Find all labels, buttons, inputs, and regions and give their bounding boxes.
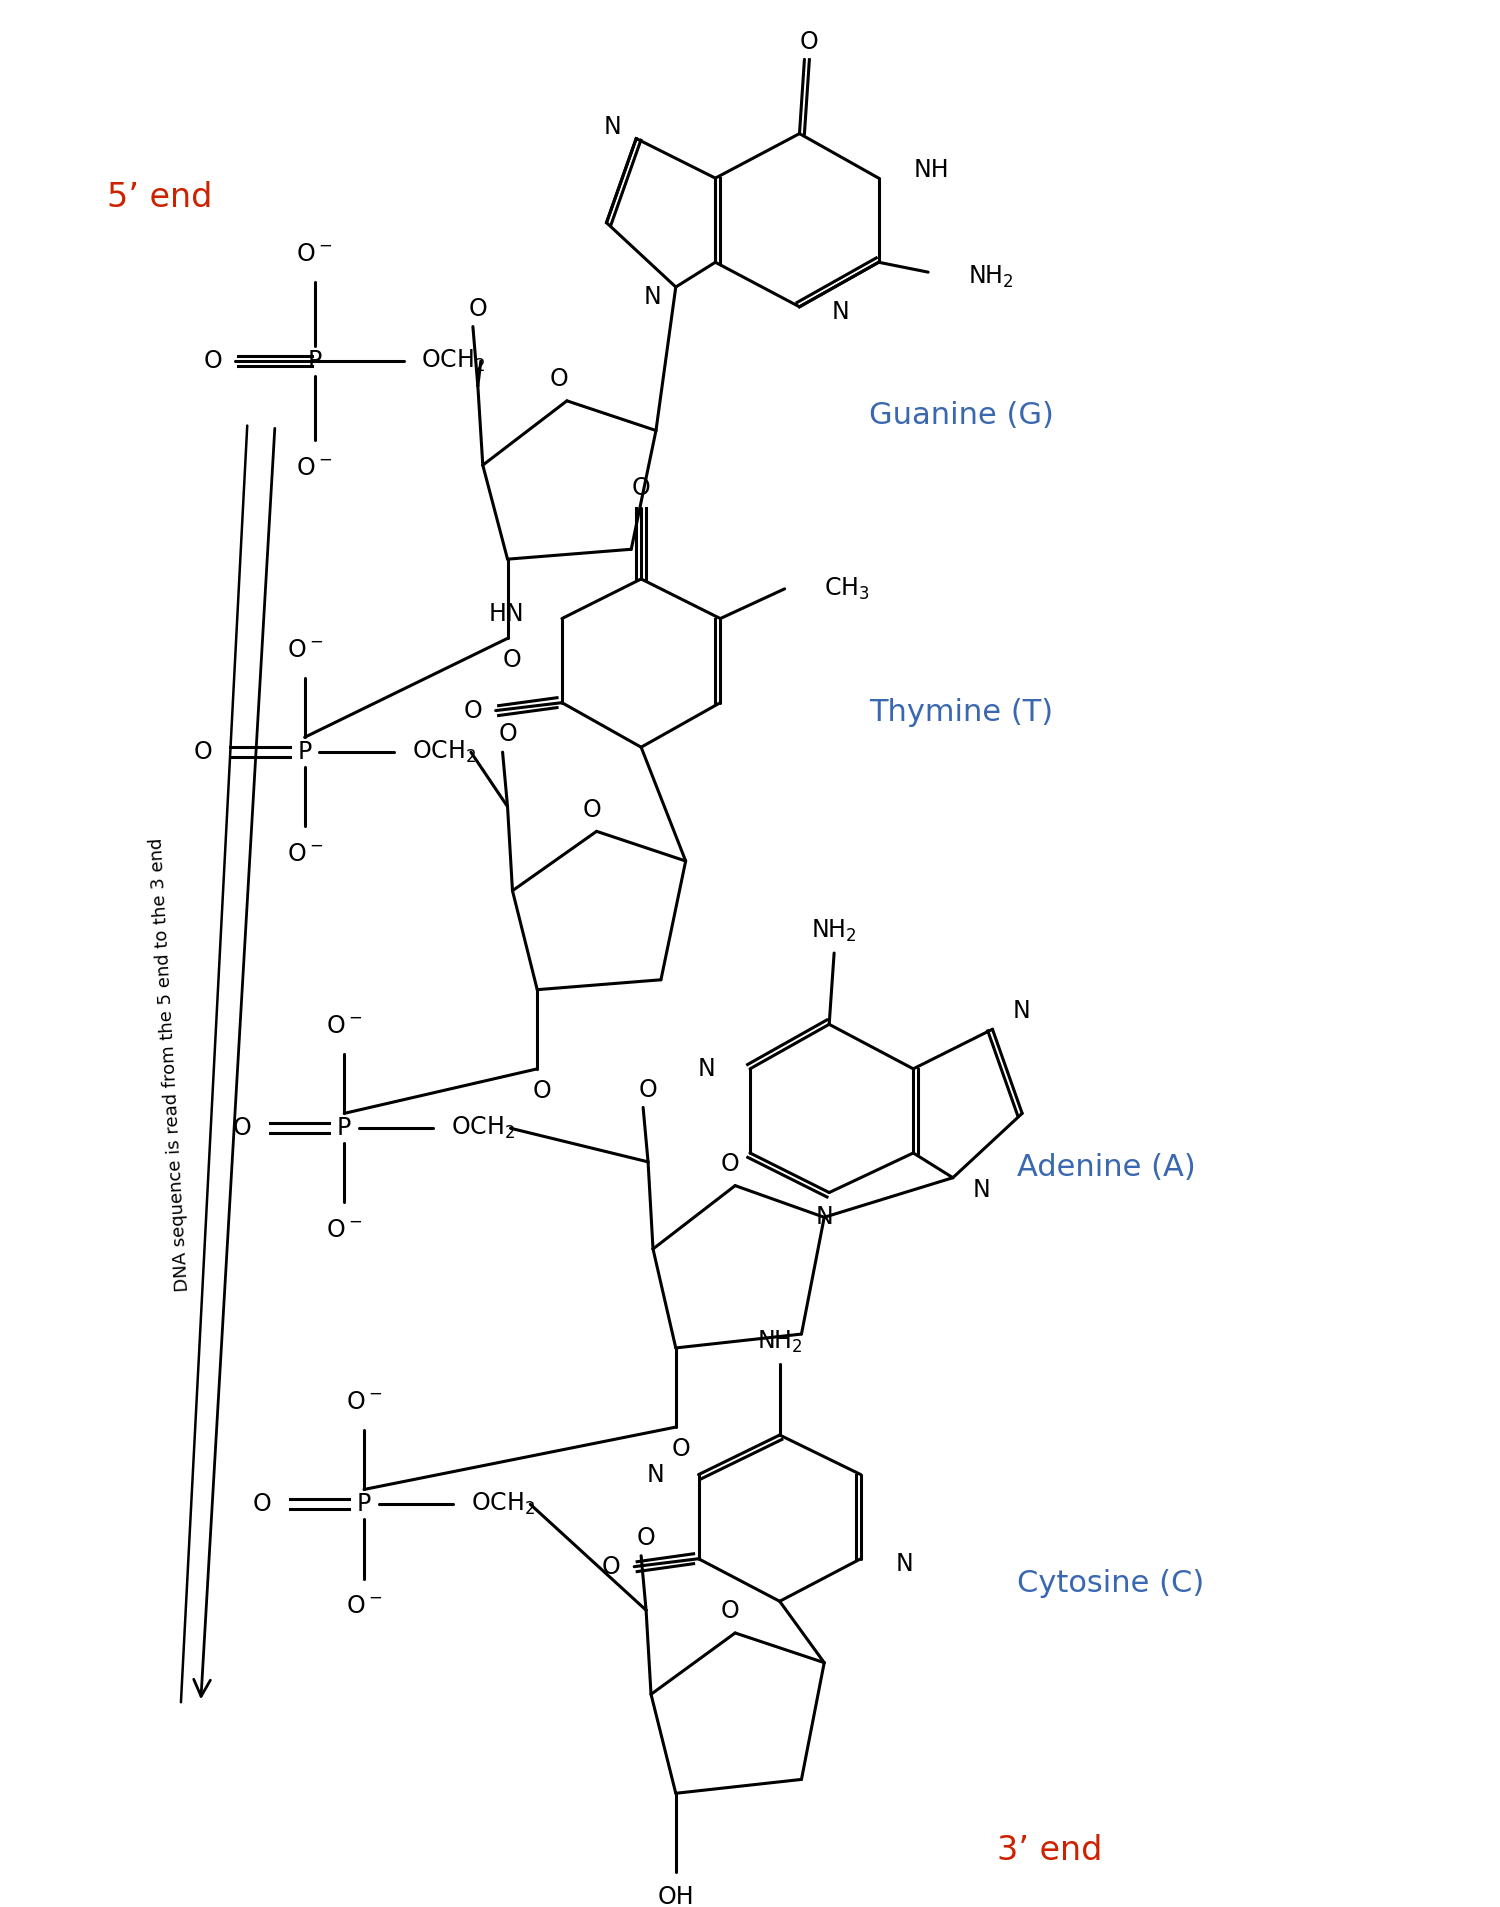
Text: N: N <box>831 299 849 324</box>
Text: Cytosine (C): Cytosine (C) <box>1017 1569 1204 1598</box>
Text: OCH$_2$: OCH$_2$ <box>471 1491 536 1518</box>
Text: O: O <box>202 349 222 374</box>
Text: O$^-$: O$^-$ <box>326 1219 363 1241</box>
Text: O: O <box>194 740 211 765</box>
Text: N: N <box>1013 999 1031 1024</box>
Text: O: O <box>632 477 651 500</box>
Text: OCH$_2$: OCH$_2$ <box>452 1116 514 1140</box>
Text: O: O <box>232 1116 252 1140</box>
Text: OCH$_2$: OCH$_2$ <box>422 349 486 374</box>
Text: NH$_2$: NH$_2$ <box>812 917 856 944</box>
Text: O: O <box>464 698 483 723</box>
Text: O: O <box>722 1600 740 1623</box>
Text: N: N <box>698 1056 715 1081</box>
Text: O: O <box>722 1152 740 1177</box>
Text: P: P <box>357 1493 370 1516</box>
Text: O$^-$: O$^-$ <box>346 1390 382 1415</box>
Text: P: P <box>308 349 321 374</box>
Text: O: O <box>532 1079 552 1102</box>
Text: O$^-$: O$^-$ <box>346 1594 382 1619</box>
Text: NH$_2$: NH$_2$ <box>758 1329 802 1356</box>
Text: P: P <box>338 1116 351 1140</box>
Text: O: O <box>582 797 602 822</box>
Text: O: O <box>800 31 819 53</box>
Text: OCH$_2$: OCH$_2$ <box>411 740 476 765</box>
Text: NH$_2$: NH$_2$ <box>968 263 1014 290</box>
Text: N: N <box>896 1552 914 1575</box>
Text: O$^-$: O$^-$ <box>286 639 322 662</box>
Text: NH: NH <box>914 158 950 183</box>
Text: O$^-$: O$^-$ <box>326 1015 363 1037</box>
Text: O: O <box>639 1077 657 1102</box>
Text: N: N <box>816 1205 833 1230</box>
Text: HN: HN <box>489 601 525 625</box>
Text: O$^-$: O$^-$ <box>297 242 333 267</box>
Text: Adenine (A): Adenine (A) <box>1017 1154 1196 1182</box>
Text: P: P <box>297 740 312 765</box>
Text: DNA sequence is read from the 5 end to the 3 end: DNA sequence is read from the 5 end to t… <box>147 837 192 1291</box>
Text: N: N <box>646 1463 664 1487</box>
Text: OH: OH <box>657 1886 694 1907</box>
Text: O$^-$: O$^-$ <box>286 843 322 866</box>
Text: O: O <box>549 366 568 391</box>
Text: O: O <box>252 1493 272 1516</box>
Text: 3’ end: 3’ end <box>998 1835 1102 1867</box>
Text: O: O <box>602 1554 621 1579</box>
Text: O$^-$: O$^-$ <box>297 456 333 481</box>
Text: O: O <box>468 297 488 320</box>
Text: CH$_3$: CH$_3$ <box>824 576 870 603</box>
Text: O: O <box>636 1526 656 1550</box>
Text: N: N <box>603 114 621 139</box>
Text: Guanine (G): Guanine (G) <box>868 400 1053 431</box>
Text: 5’ end: 5’ end <box>106 181 211 214</box>
Text: O: O <box>672 1436 690 1461</box>
Text: N: N <box>972 1179 990 1201</box>
Text: O: O <box>503 648 522 671</box>
Text: N: N <box>644 284 662 309</box>
Text: Thymine (T): Thymine (T) <box>868 698 1053 727</box>
Text: O: O <box>498 723 517 746</box>
